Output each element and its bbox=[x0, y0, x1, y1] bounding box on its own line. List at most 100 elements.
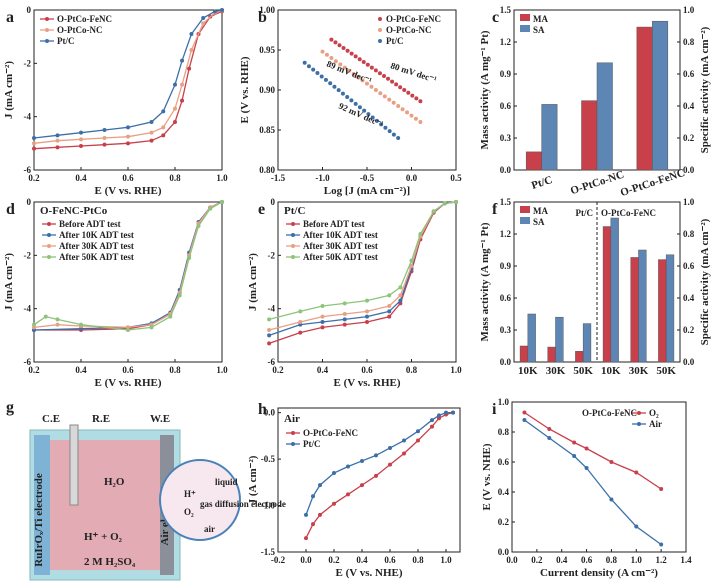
x-tick-label: O-PtCo-NC bbox=[569, 169, 626, 198]
data-point bbox=[584, 446, 589, 451]
data-point bbox=[388, 445, 392, 450]
data-point bbox=[388, 462, 392, 467]
data-point bbox=[383, 125, 388, 130]
data-point bbox=[522, 410, 527, 415]
data-point bbox=[267, 317, 272, 322]
x-tick-label: 0.6 bbox=[581, 555, 593, 565]
data-point bbox=[126, 328, 130, 332]
data-point bbox=[418, 120, 423, 124]
y-axis-label: Mass activity (A mg⁻¹ Pt) bbox=[479, 30, 491, 149]
data-point bbox=[402, 451, 406, 456]
data-point bbox=[396, 136, 401, 140]
bar-sa bbox=[665, 254, 675, 363]
data-point bbox=[430, 418, 434, 423]
data-point bbox=[430, 424, 434, 429]
y-tick-label: -4 bbox=[24, 304, 32, 314]
chart-title: Pt/C bbox=[284, 205, 305, 217]
x-tick-label: 0.4 bbox=[75, 365, 87, 375]
data-point bbox=[609, 497, 614, 502]
legend-marker bbox=[378, 39, 382, 43]
panel-letter-g: g bbox=[6, 399, 14, 416]
electrolyte-label: 2 M H₂SO₄ bbox=[84, 556, 136, 568]
y-tick-label: 1.5 bbox=[500, 5, 512, 15]
data-point bbox=[267, 341, 272, 346]
data-point bbox=[409, 264, 414, 268]
reference-electrode bbox=[69, 424, 79, 506]
data-point bbox=[387, 129, 392, 134]
data-point bbox=[328, 81, 333, 86]
data-point bbox=[356, 75, 361, 80]
data-point bbox=[79, 144, 83, 148]
y-tick-label: 1.0 bbox=[498, 397, 510, 407]
data-point bbox=[298, 309, 303, 314]
legend-label: Pt/C bbox=[303, 439, 321, 449]
data-point bbox=[320, 325, 325, 330]
data-point bbox=[149, 325, 154, 330]
data-point bbox=[340, 91, 345, 96]
y-tick-label: 0 bbox=[271, 197, 276, 207]
x-tick-label: O-PtCo-FeNC bbox=[619, 167, 687, 199]
bar-ma bbox=[525, 151, 542, 171]
data-point bbox=[319, 74, 324, 79]
y-tick-label: 0.3 bbox=[500, 133, 512, 143]
x-tick-label: 1.0 bbox=[216, 173, 228, 183]
data-point bbox=[437, 416, 441, 421]
y-tick-label: 0.0 bbox=[500, 357, 512, 367]
data-point bbox=[365, 62, 370, 67]
data-point bbox=[361, 60, 366, 64]
data-point bbox=[418, 99, 423, 104]
chart-e: 0.2 0.4 0.6 0.8 1.0 -6 -4 -2 0 E (V vs. RHE) J (mA… bbox=[247, 197, 462, 389]
electrode-label: R.E bbox=[92, 413, 110, 425]
legend-marker bbox=[45, 17, 49, 21]
data-point bbox=[149, 120, 154, 124]
data-point bbox=[369, 84, 374, 89]
data-point bbox=[189, 32, 194, 36]
chart-h: -0.2 0.0 0.2 0.4 0.6 0.8 1.0 -1.5 -1.0 -0.5 0.0 E (… bbox=[247, 407, 461, 579]
data-point bbox=[386, 76, 391, 81]
data-point bbox=[365, 314, 369, 319]
data-point bbox=[377, 71, 382, 76]
y-tick-label: -1.0 bbox=[261, 501, 276, 511]
chart-c: 0.0 0.3 0.6 0.9 1.2 1.5 0.0 0.2 0.4 0.6 0.8 1.0 Pt/C… bbox=[479, 5, 711, 199]
data-point bbox=[345, 94, 350, 99]
data-point bbox=[311, 67, 316, 72]
y2-tick-label: 0.4 bbox=[683, 293, 695, 303]
data-point bbox=[409, 258, 414, 263]
series-line-3 bbox=[33, 201, 223, 331]
bar-sa bbox=[652, 20, 669, 171]
data-point bbox=[349, 98, 354, 103]
x-tick-label: 0.4 bbox=[317, 365, 329, 375]
data-point bbox=[173, 82, 177, 87]
legend-marker bbox=[291, 255, 295, 259]
legend-label: Air bbox=[649, 419, 662, 429]
legend-label: O-PtCo-FeNC bbox=[386, 14, 441, 24]
bar-ma bbox=[636, 26, 653, 171]
y-axis-label: J (mA cm⁻²) bbox=[3, 253, 15, 311]
y-tick-label: 0.90 bbox=[259, 85, 275, 95]
panel-letter-h: h bbox=[258, 401, 267, 418]
data-point bbox=[345, 48, 350, 53]
data-point bbox=[55, 145, 60, 150]
legend-label: O-PtCo-FeNC bbox=[303, 428, 358, 438]
legend-label: After 30K ADT test bbox=[303, 241, 378, 251]
data-point bbox=[365, 298, 369, 303]
y2-axis-label: Specific activity (mA cm⁻²) bbox=[699, 26, 711, 153]
legend-label: SA bbox=[533, 25, 545, 35]
data-point bbox=[414, 96, 419, 101]
zoom-h-label: H⁺ bbox=[184, 489, 196, 499]
data-point bbox=[522, 418, 527, 422]
counter-electrode bbox=[34, 435, 50, 575]
x-tick-label: -0.2 bbox=[271, 555, 286, 565]
legend-marker bbox=[637, 422, 641, 426]
data-point bbox=[298, 330, 303, 335]
y-tick-label: 0.85 bbox=[259, 125, 275, 135]
data-point bbox=[381, 74, 386, 78]
data-point bbox=[374, 453, 378, 458]
x-tick-label: 1.4 bbox=[680, 555, 692, 565]
data-point bbox=[102, 128, 107, 132]
x-tick-label: 0.8 bbox=[169, 173, 181, 183]
data-point bbox=[451, 410, 455, 415]
legend-label: Before ADT test bbox=[303, 219, 365, 229]
data-point bbox=[149, 130, 154, 135]
y-tick-label: -0.5 bbox=[261, 454, 276, 464]
